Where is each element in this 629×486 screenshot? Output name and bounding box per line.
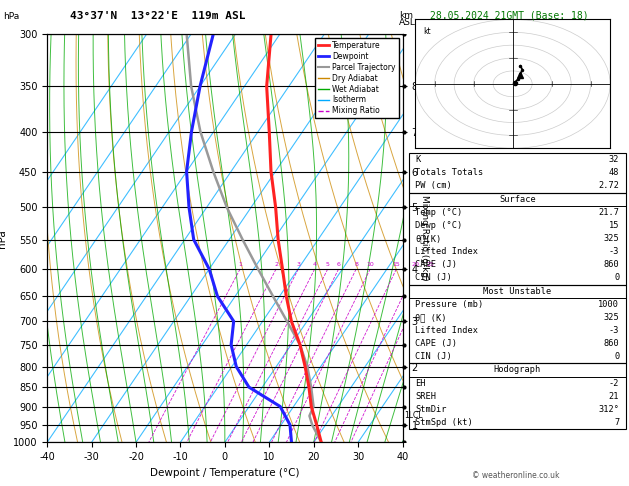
Text: θᴇ(K): θᴇ(K): [415, 234, 442, 243]
Text: 48: 48: [609, 168, 620, 177]
Text: 8: 8: [354, 262, 358, 267]
Text: 1: 1: [238, 262, 242, 267]
Text: Lifted Index: Lifted Index: [415, 326, 479, 335]
Text: 0: 0: [614, 352, 620, 361]
Text: -3: -3: [609, 326, 620, 335]
Text: 5: 5: [326, 262, 330, 267]
Text: 28.05.2024 21GMT (Base: 18): 28.05.2024 21GMT (Base: 18): [430, 11, 589, 21]
Text: 2.72: 2.72: [598, 181, 620, 191]
Text: 4: 4: [313, 262, 316, 267]
Text: kt: kt: [423, 27, 431, 36]
Text: Temp (°C): Temp (°C): [415, 208, 462, 217]
Text: Hodograph: Hodograph: [494, 365, 541, 375]
Bar: [409, 364, 626, 429]
Text: 1000: 1000: [598, 300, 620, 309]
Text: 1LCL: 1LCL: [404, 411, 423, 420]
Text: Pressure (mb): Pressure (mb): [415, 300, 484, 309]
Text: Lifted Index: Lifted Index: [415, 247, 479, 256]
Text: 25: 25: [427, 262, 435, 267]
Text: 860: 860: [604, 339, 620, 348]
Text: 10: 10: [366, 262, 374, 267]
X-axis label: Dewpoint / Temperature (°C): Dewpoint / Temperature (°C): [150, 468, 299, 478]
Text: SREH: SREH: [415, 392, 437, 401]
Text: ASL: ASL: [399, 18, 416, 27]
Text: CAPE (J): CAPE (J): [415, 260, 457, 269]
Text: -2: -2: [609, 379, 620, 388]
Text: 0: 0: [614, 274, 620, 282]
Text: EH: EH: [415, 379, 426, 388]
Text: -3: -3: [609, 247, 620, 256]
Text: 43°37'N  13°22'E  119m ASL: 43°37'N 13°22'E 119m ASL: [69, 11, 245, 21]
Legend: Temperature, Dewpoint, Parcel Trajectory, Dry Adiabat, Wet Adiabat, Isotherm, Mi: Temperature, Dewpoint, Parcel Trajectory…: [314, 38, 399, 119]
Text: 860: 860: [604, 260, 620, 269]
Text: hPa: hPa: [3, 12, 19, 21]
Text: StmDir: StmDir: [415, 405, 447, 414]
Y-axis label: Mixing Ratio (g/kg): Mixing Ratio (g/kg): [420, 195, 429, 281]
Text: CIN (J): CIN (J): [415, 352, 452, 361]
Text: StmSpd (kt): StmSpd (kt): [415, 418, 473, 427]
Text: Surface: Surface: [499, 194, 536, 204]
Text: Totals Totals: Totals Totals: [415, 168, 484, 177]
Bar: [409, 192, 626, 284]
Text: CIN (J): CIN (J): [415, 274, 452, 282]
Text: 21.7: 21.7: [598, 208, 620, 217]
Text: 7: 7: [614, 418, 620, 427]
Text: Most Unstable: Most Unstable: [483, 287, 552, 295]
Text: Dewp (°C): Dewp (°C): [415, 221, 462, 230]
Text: 15: 15: [609, 221, 620, 230]
Text: 21: 21: [609, 392, 620, 401]
Y-axis label: hPa: hPa: [0, 229, 8, 247]
Text: 3: 3: [296, 262, 300, 267]
Text: 325: 325: [604, 234, 620, 243]
Text: K: K: [415, 155, 421, 164]
Text: 2: 2: [274, 262, 278, 267]
Bar: [409, 153, 626, 192]
Text: 20: 20: [411, 262, 420, 267]
Text: 312°: 312°: [598, 405, 620, 414]
Text: PW (cm): PW (cm): [415, 181, 452, 191]
Text: 325: 325: [604, 313, 620, 322]
Bar: [409, 284, 626, 364]
Text: 6: 6: [337, 262, 340, 267]
Text: km: km: [399, 11, 413, 20]
Text: © weatheronline.co.uk: © weatheronline.co.uk: [472, 471, 560, 480]
Text: 15: 15: [392, 262, 400, 267]
Text: CAPE (J): CAPE (J): [415, 339, 457, 348]
Text: 32: 32: [609, 155, 620, 164]
Text: θᴇ (K): θᴇ (K): [415, 313, 447, 322]
